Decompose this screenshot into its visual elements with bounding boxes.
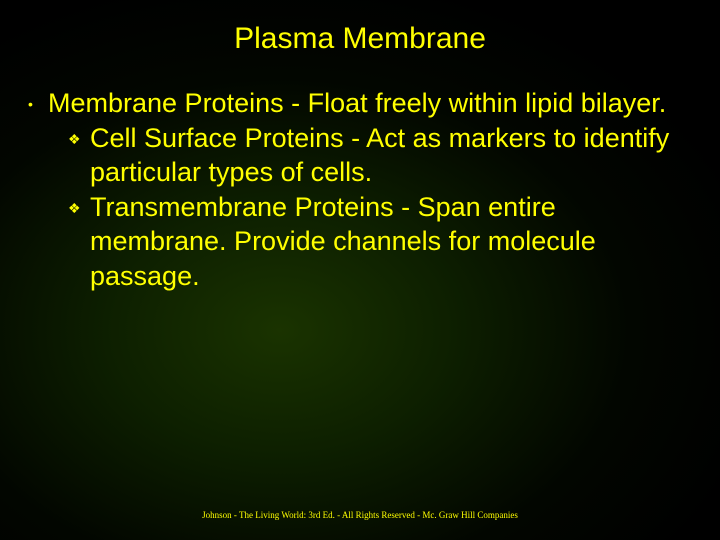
slide-footer: Johnson - The Living World: 3rd Ed. - Al…: [0, 510, 720, 520]
list-item: ❖ Transmembrane Proteins - Span entire m…: [48, 190, 690, 294]
bullet-icon: •: [28, 86, 48, 112]
diamond-bullet-icon: ❖: [68, 190, 90, 218]
diamond-bullet-icon: ❖: [68, 121, 90, 149]
slide-content: • Membrane Proteins - Float freely withi…: [0, 56, 720, 293]
sub-bullet-text: Transmembrane Proteins - Span entire mem…: [90, 190, 690, 294]
sub-bullet-text: Cell Surface Proteins - Act as markers t…: [90, 121, 690, 190]
list-item: ❖ Cell Surface Proteins - Act as markers…: [48, 121, 690, 190]
bullet-text: Membrane Proteins - Float freely within …: [48, 88, 666, 118]
list-item: • Membrane Proteins - Float freely withi…: [28, 86, 690, 293]
list-item-text: Membrane Proteins - Float freely within …: [48, 86, 690, 293]
slide-title: Plasma Membrane: [0, 0, 720, 56]
